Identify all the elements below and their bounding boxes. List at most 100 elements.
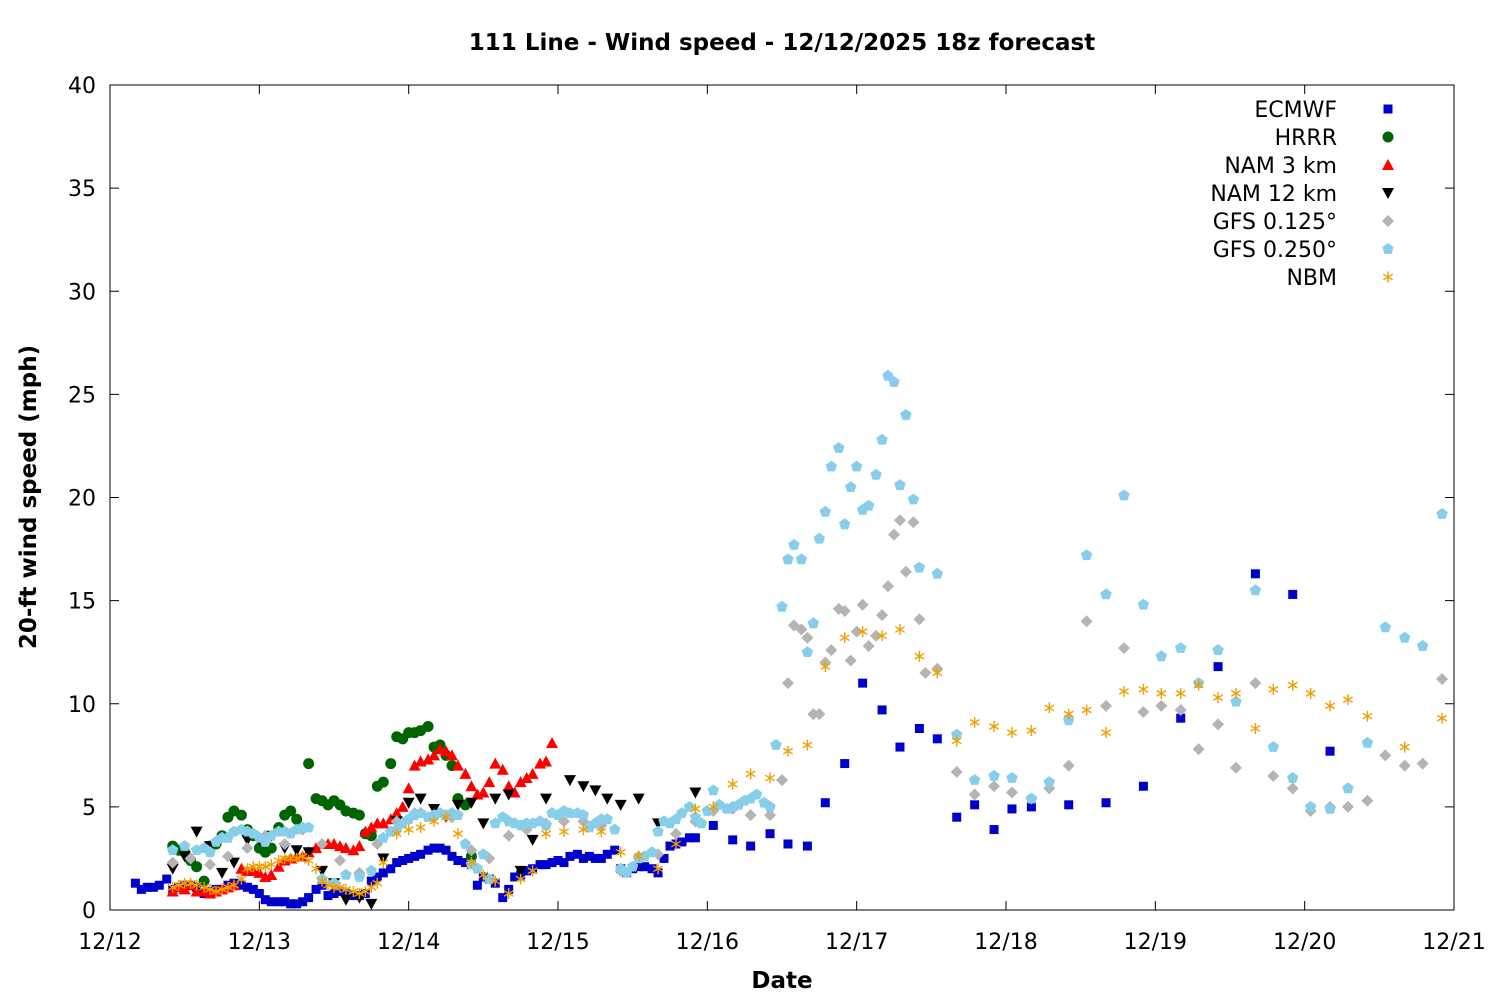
- data-point: [1212, 692, 1224, 704]
- data-point: [166, 863, 179, 875]
- data-point: [216, 883, 228, 895]
- data-point: [689, 787, 702, 799]
- data-point: [503, 888, 514, 899]
- data-point: [465, 780, 478, 792]
- data-point: [914, 724, 924, 733]
- data-point: [365, 821, 378, 833]
- data-point: [378, 857, 389, 869]
- data-point: [1138, 781, 1148, 791]
- legend-label: HRRR: [1275, 126, 1337, 151]
- data-point: [316, 865, 329, 877]
- data-point: [154, 880, 164, 890]
- data-point: [452, 809, 464, 820]
- data-point: [907, 516, 920, 529]
- data-point: [1155, 699, 1168, 712]
- data-point: [776, 600, 788, 612]
- data-point: [204, 858, 217, 871]
- data-point: [316, 838, 329, 850]
- data-point: [895, 742, 905, 752]
- data-point: [278, 838, 291, 850]
- data-point: [502, 789, 515, 801]
- data-point: [502, 829, 515, 842]
- data-point: [601, 793, 614, 805]
- data-point: [451, 759, 464, 771]
- data-point: [563, 775, 576, 787]
- data-point: [950, 765, 963, 778]
- data-point: [1287, 772, 1299, 783]
- series-hrrr: [167, 720, 477, 887]
- data-point: [876, 630, 888, 642]
- data-point: [1006, 772, 1018, 783]
- data-point: [353, 840, 366, 852]
- data-point: [839, 518, 851, 530]
- data-point: [522, 866, 532, 876]
- data-point: [825, 460, 837, 472]
- data-point: [746, 841, 756, 851]
- data-point: [577, 809, 590, 820]
- data-point: [833, 442, 845, 453]
- data-point: [323, 891, 333, 901]
- data-point: [602, 849, 612, 859]
- data-point: [1416, 757, 1429, 770]
- data-point: [951, 728, 963, 740]
- data-point: [178, 851, 191, 863]
- data-point: [1250, 569, 1260, 579]
- data-point: [689, 811, 702, 822]
- data-point: [1007, 804, 1017, 814]
- data-point: [782, 745, 794, 757]
- legend-marker: [1382, 159, 1394, 170]
- data-point: [465, 797, 478, 809]
- data-point: [210, 885, 222, 897]
- data-point: [502, 780, 515, 792]
- data-point: [1324, 802, 1336, 814]
- data-point: [1176, 713, 1186, 723]
- data-point: [404, 853, 414, 863]
- data-point: [477, 848, 489, 860]
- data-point: [266, 897, 276, 907]
- data-point: [770, 739, 782, 750]
- data-point: [311, 884, 321, 894]
- data-point: [728, 835, 738, 845]
- data-point: [647, 864, 657, 874]
- data-point: [453, 856, 463, 865]
- data-point: [541, 860, 551, 870]
- data-point: [701, 805, 713, 816]
- data-point: [428, 815, 440, 827]
- data-point: [514, 865, 527, 877]
- data-point: [179, 840, 191, 851]
- data-point: [377, 776, 389, 788]
- data-point: [465, 850, 477, 862]
- data-point: [510, 872, 520, 882]
- y-tick-label: 25: [68, 383, 96, 408]
- data-point: [167, 881, 178, 893]
- data-point: [845, 481, 857, 492]
- data-point: [1174, 703, 1187, 716]
- data-point: [142, 882, 152, 892]
- data-point: [820, 661, 831, 673]
- data-point: [676, 807, 688, 818]
- data-point: [515, 873, 526, 885]
- data-point: [1192, 743, 1205, 756]
- y-axis: 0 5 10 15 20 25 30 35 40: [68, 74, 1454, 924]
- data-point: [931, 567, 943, 579]
- data-point: [708, 801, 719, 813]
- data-point: [546, 736, 559, 748]
- data-point: [372, 877, 383, 889]
- data-point: [783, 839, 793, 849]
- data-point: [302, 847, 315, 859]
- data-point: [627, 860, 639, 872]
- data-point: [280, 897, 290, 907]
- data-point: [1341, 800, 1354, 813]
- data-point: [459, 767, 472, 779]
- data-point: [1229, 761, 1242, 774]
- data-point: [390, 807, 403, 819]
- data-point: [1287, 679, 1298, 691]
- data-point: [932, 734, 942, 744]
- data-point: [415, 822, 426, 833]
- data-point: [1080, 615, 1093, 628]
- data-point: [303, 855, 314, 866]
- data-point: [1230, 687, 1242, 699]
- y-tick-label: 0: [82, 899, 96, 924]
- data-point: [466, 857, 477, 869]
